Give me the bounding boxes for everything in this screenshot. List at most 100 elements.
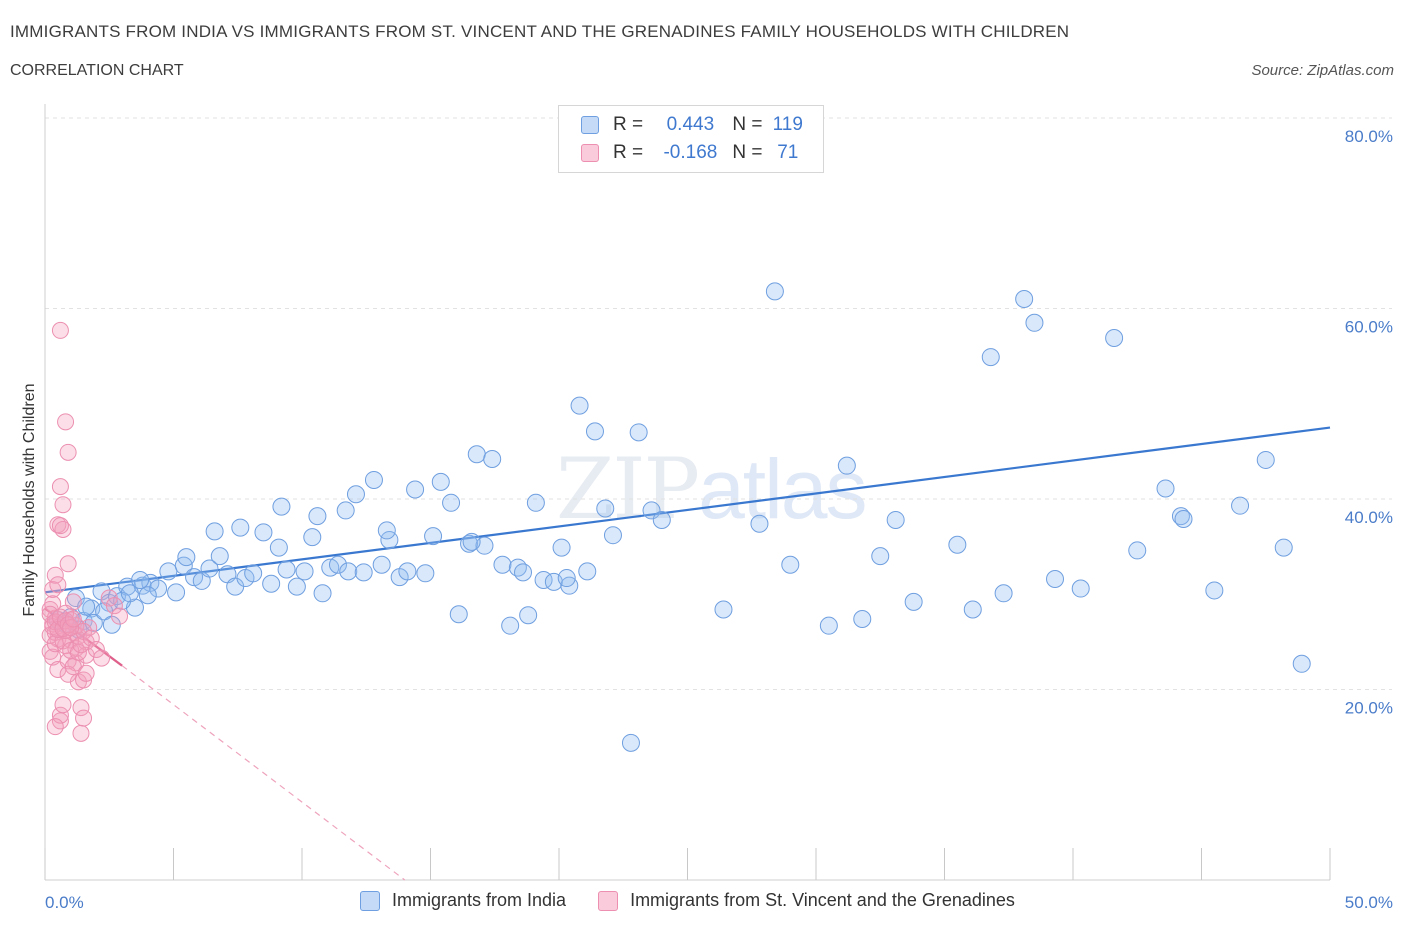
india-point <box>1171 507 1190 526</box>
india-point <box>442 493 461 512</box>
legend-r-value: 0.443 <box>666 114 715 135</box>
india-point <box>254 523 273 542</box>
india-point <box>467 445 486 464</box>
india-trend-line <box>44 426 1331 594</box>
legend-r-value: -0.168 <box>663 142 718 163</box>
india-point <box>210 547 229 566</box>
y-tick-label: 80.0% <box>1345 127 1393 146</box>
svg-swatch <box>581 144 599 162</box>
legend-label-svg: Immigrants from St. Vincent and the Gren… <box>630 890 1015 910</box>
india-point <box>570 396 589 415</box>
india-point <box>354 563 373 582</box>
india-point <box>714 600 733 619</box>
india-point <box>1015 289 1034 308</box>
svg-point <box>46 566 64 584</box>
svg-point <box>75 671 93 689</box>
svg-point <box>72 636 90 654</box>
x-tick-label: 50.0% <box>1345 893 1393 912</box>
svg-point <box>44 595 62 613</box>
trend-lines <box>44 426 1331 881</box>
legend-n-label: N = <box>732 142 763 163</box>
svg-point <box>44 580 62 598</box>
india-point <box>493 555 512 574</box>
india-point <box>131 570 150 589</box>
india-point <box>462 532 481 551</box>
india-point <box>84 613 103 632</box>
svg-trend-extrapolation <box>121 665 406 881</box>
india-point <box>1105 329 1124 348</box>
india-point <box>120 584 139 603</box>
india-point <box>308 507 327 526</box>
india-point <box>1274 538 1293 557</box>
legend-r-label: R = <box>613 114 644 135</box>
svg-point <box>51 517 69 535</box>
india-point <box>460 534 479 553</box>
india-point <box>483 449 502 468</box>
svg-point <box>59 443 77 461</box>
india-legend-swatch <box>360 890 380 911</box>
grid-lines <box>45 117 1392 690</box>
legend-row-india: R = 0.443 N = 119 <box>581 111 808 139</box>
y-tick-label: 20.0% <box>1345 699 1393 718</box>
india-point <box>1025 313 1044 332</box>
india-point <box>364 470 383 489</box>
india-point <box>514 563 533 582</box>
india-point <box>1128 541 1147 560</box>
india-point <box>113 591 132 610</box>
india-point <box>398 562 417 581</box>
india-point <box>1156 479 1175 498</box>
india-point <box>303 528 322 547</box>
india-point <box>652 510 671 529</box>
svg-point <box>59 555 77 573</box>
india-point <box>295 562 314 581</box>
india-point <box>449 605 468 624</box>
india-point <box>1292 654 1311 673</box>
svg-point <box>111 607 129 625</box>
svg-point <box>93 649 111 667</box>
india-point <box>1046 570 1065 589</box>
watermark: ZIPatlas <box>556 440 868 538</box>
correlation-legend: R = 0.443 N = 119 R = -0.168 N = 71 <box>558 105 824 173</box>
india-point <box>200 559 219 578</box>
india-point <box>750 514 769 533</box>
svg-point <box>51 321 69 339</box>
svg-point <box>87 640 105 658</box>
series-legend: Immigrants from India Immigrants from St… <box>360 890 1047 911</box>
y-tick-label: 60.0% <box>1345 318 1393 337</box>
india-point <box>519 606 538 625</box>
india-point <box>963 600 982 619</box>
india-point <box>765 282 784 301</box>
india-point <box>287 577 306 596</box>
india-point <box>377 521 396 540</box>
y-axis-title: Family Households with Children <box>21 384 38 617</box>
svg-point <box>64 610 82 628</box>
india-point <box>1205 581 1224 600</box>
svg-point <box>46 718 64 736</box>
india-point <box>406 480 425 499</box>
legend-n-value: 119 <box>772 114 803 135</box>
chart-title: IMMIGRANTS FROM INDIA VS IMMIGRANTS FROM… <box>10 22 1070 41</box>
chart-subtitle: CORRELATION CHART <box>10 62 184 79</box>
india-point <box>313 584 332 603</box>
india-point <box>508 558 527 577</box>
india-point <box>269 538 288 557</box>
india-point <box>981 348 1000 367</box>
india-point <box>629 423 648 442</box>
india-point <box>526 493 545 512</box>
legend-label-india: Immigrants from India <box>392 890 567 910</box>
india-point <box>328 555 347 574</box>
svg-point <box>77 664 95 682</box>
india-point <box>948 535 967 554</box>
india-point <box>272 497 291 516</box>
india-point <box>557 569 576 588</box>
india-point <box>77 597 96 616</box>
india-point <box>167 583 186 602</box>
india-point <box>431 472 450 491</box>
india-point <box>205 522 224 541</box>
svg-point <box>105 597 123 615</box>
india-point <box>424 527 443 546</box>
india-point <box>1071 579 1090 598</box>
watermark-zip: ZIP <box>556 440 700 538</box>
watermark-atlas: atlas <box>698 442 867 536</box>
india-point <box>336 501 355 520</box>
